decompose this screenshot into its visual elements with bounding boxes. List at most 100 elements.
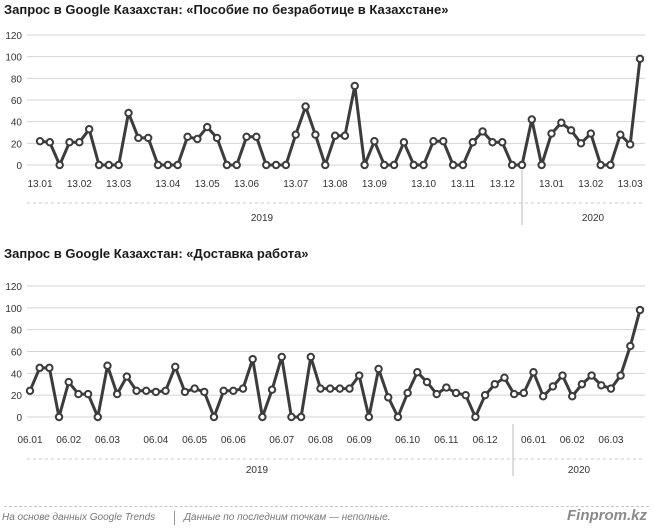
series-line <box>28 308 642 419</box>
data-point <box>370 136 379 146</box>
data-point <box>429 136 438 146</box>
data-point <box>616 130 625 139</box>
year-label: 2019 <box>246 465 269 476</box>
data-point <box>122 372 132 381</box>
data-point <box>45 138 55 147</box>
data-point <box>350 81 359 91</box>
data-point <box>596 160 605 170</box>
data-point <box>93 412 102 422</box>
data-point <box>153 160 163 170</box>
data-point <box>451 388 461 398</box>
data-point <box>222 160 232 170</box>
y-tick-label: 0 <box>16 413 22 424</box>
footer: На основе данных Google Trends Данные по… <box>0 506 653 528</box>
data-point <box>200 387 209 397</box>
data-point <box>509 389 519 399</box>
data-point <box>566 126 576 135</box>
chart-title-delivery-work: Запрос в Google Казахстан: «Доставка раб… <box>4 246 309 261</box>
footer-separator <box>174 511 175 525</box>
x-tick-label: 13.02 <box>67 179 92 190</box>
x-tick-label: 13.09 <box>362 179 387 190</box>
data-point <box>448 160 458 170</box>
data-point <box>616 371 625 380</box>
data-point <box>281 160 291 170</box>
data-point <box>439 136 448 146</box>
y-tick-label: 100 <box>5 53 22 64</box>
data-point <box>480 390 490 400</box>
brand-logo: Finprom.kz <box>566 507 647 524</box>
x-tick-label: 13.08 <box>323 179 348 190</box>
data-point <box>242 132 251 142</box>
data-point <box>203 122 212 132</box>
data-point <box>490 380 499 389</box>
data-point <box>94 160 104 170</box>
chart-title-unemployment: Запрос в Google Казахстан: «Пособие по б… <box>4 2 449 17</box>
data-point <box>171 362 180 371</box>
data-point <box>134 133 143 143</box>
data-point <box>114 160 123 170</box>
data-point <box>163 160 173 170</box>
x-tick-label: 06.06 <box>221 435 246 446</box>
x-tick-label: 06.12 <box>473 435 498 446</box>
data-point <box>538 392 548 401</box>
year-label: 2019 <box>251 213 274 224</box>
data-point <box>219 386 228 396</box>
x-tick-label: 13.01 <box>27 179 52 190</box>
data-point <box>311 130 320 139</box>
line-chart-delivery-work: 0 20 40 60 80 100 120 06.01 06.02 06.03 06.04 06.05… <box>5 282 645 476</box>
data-point <box>380 160 389 170</box>
data-point <box>45 363 54 373</box>
source-note: На основе данных Google Trends <box>2 512 156 523</box>
data-point <box>271 160 281 170</box>
data-point <box>360 160 369 170</box>
data-point <box>558 371 567 380</box>
x-tick-label: 06.01 <box>17 435 42 446</box>
x-tick-label: 06.09 <box>347 435 372 446</box>
data-point <box>635 305 645 315</box>
data-point <box>35 136 45 146</box>
y-tick-label: 120 <box>5 31 22 42</box>
x-tick-label: 06.10 <box>395 435 420 446</box>
data-point <box>606 160 615 170</box>
data-point <box>548 382 558 391</box>
data-point <box>419 160 428 170</box>
y-tick-label: 80 <box>11 74 23 85</box>
x-tick-label: 06.03 <box>598 435 623 446</box>
data-point <box>345 384 354 393</box>
data-point <box>458 160 468 170</box>
data-point <box>471 412 480 422</box>
data-point <box>83 389 93 399</box>
x-tick-label: 06.04 <box>143 435 168 446</box>
data-point <box>238 384 248 393</box>
y-tick-label: 20 <box>11 139 23 150</box>
data-point <box>597 381 606 390</box>
data-point <box>212 133 222 143</box>
data-point <box>112 389 122 399</box>
data-point <box>248 354 257 364</box>
y-tick-label: 120 <box>5 282 22 293</box>
data-point <box>151 387 161 397</box>
x-tick-label: 13.05 <box>195 179 220 190</box>
line-chart-unemployment: 0 20 40 60 80 100 120 13.01 13.02 13.03 13.04 13.05… <box>5 31 645 225</box>
data-point <box>143 133 153 143</box>
year-label: 2020 <box>582 213 605 224</box>
data-point <box>547 129 556 138</box>
data-point <box>335 384 345 393</box>
data-point <box>537 160 546 170</box>
x-tick-label: 13.03 <box>618 179 643 190</box>
data-point <box>35 363 44 373</box>
x-tick-label: 13.11 <box>451 179 476 190</box>
data-point <box>229 386 238 396</box>
data-point <box>413 368 422 377</box>
data-point <box>161 386 170 396</box>
data-point <box>586 129 596 138</box>
data-point <box>330 131 340 140</box>
data-point <box>296 412 306 422</box>
data-point <box>374 364 383 374</box>
data-point <box>141 386 151 396</box>
data-point <box>488 138 497 147</box>
y-tick-label: 100 <box>5 304 22 315</box>
data-point <box>55 160 64 170</box>
x-tick-label: 13.12 <box>490 179 515 190</box>
data-point <box>287 412 296 422</box>
